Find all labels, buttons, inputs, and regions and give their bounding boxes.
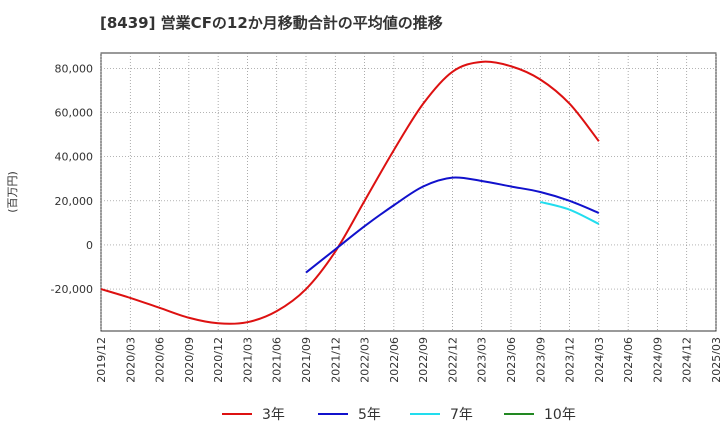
y-tick-label: 40,000 bbox=[55, 151, 94, 164]
chart-title: [8439] 営業CFの12か月移動合計の平均値の推移 bbox=[100, 14, 443, 32]
x-tick-label: 2020/06 bbox=[154, 337, 167, 383]
series-line-5年 bbox=[305, 176, 600, 274]
x-tick-label: 2020/12 bbox=[212, 337, 225, 383]
x-tick-label: 2024/03 bbox=[593, 337, 606, 383]
x-tick-label: 2021/03 bbox=[241, 337, 254, 383]
y-tick-label: 60,000 bbox=[55, 107, 94, 120]
legend-label: 7年 bbox=[450, 407, 473, 423]
x-tick-label: 2023/12 bbox=[564, 337, 577, 383]
y-tick-label: -20,000 bbox=[51, 283, 93, 296]
x-tick-label: 2024/12 bbox=[681, 337, 694, 383]
y-tick-label: 0 bbox=[86, 239, 93, 252]
x-tick-label: 2022/12 bbox=[446, 337, 459, 383]
x-tick-label: 2023/06 bbox=[505, 337, 518, 383]
y-tick-label: 80,000 bbox=[55, 62, 94, 75]
y-axis-label: (百万円) bbox=[6, 171, 19, 213]
x-tick-label: 2021/09 bbox=[300, 337, 313, 383]
legend-label: 3年 bbox=[262, 407, 285, 423]
series-line-7年 bbox=[540, 200, 600, 225]
series-line-3年 bbox=[100, 60, 600, 325]
x-tick-label: 2023/09 bbox=[534, 337, 547, 383]
x-tick-label: 2025/03 bbox=[710, 337, 720, 383]
y-tick-label: 20,000 bbox=[55, 195, 94, 208]
x-tick-label: 2020/03 bbox=[124, 337, 137, 383]
x-tick-label: 2023/03 bbox=[476, 337, 489, 383]
x-tick-label: 2021/12 bbox=[329, 337, 342, 383]
x-tick-label: 2022/03 bbox=[359, 337, 372, 383]
x-tick-label: 2020/09 bbox=[183, 337, 196, 383]
x-tick-label: 2024/06 bbox=[622, 337, 635, 383]
x-tick-label: 2024/09 bbox=[651, 337, 664, 383]
x-tick-label: 2021/06 bbox=[271, 337, 284, 383]
x-tick-label: 2022/06 bbox=[388, 337, 401, 383]
legend-label: 5年 bbox=[358, 407, 381, 423]
x-tick-label: 2022/09 bbox=[417, 337, 430, 383]
x-tick-label: 2019/12 bbox=[95, 337, 108, 383]
legend-label: 10年 bbox=[544, 407, 576, 423]
